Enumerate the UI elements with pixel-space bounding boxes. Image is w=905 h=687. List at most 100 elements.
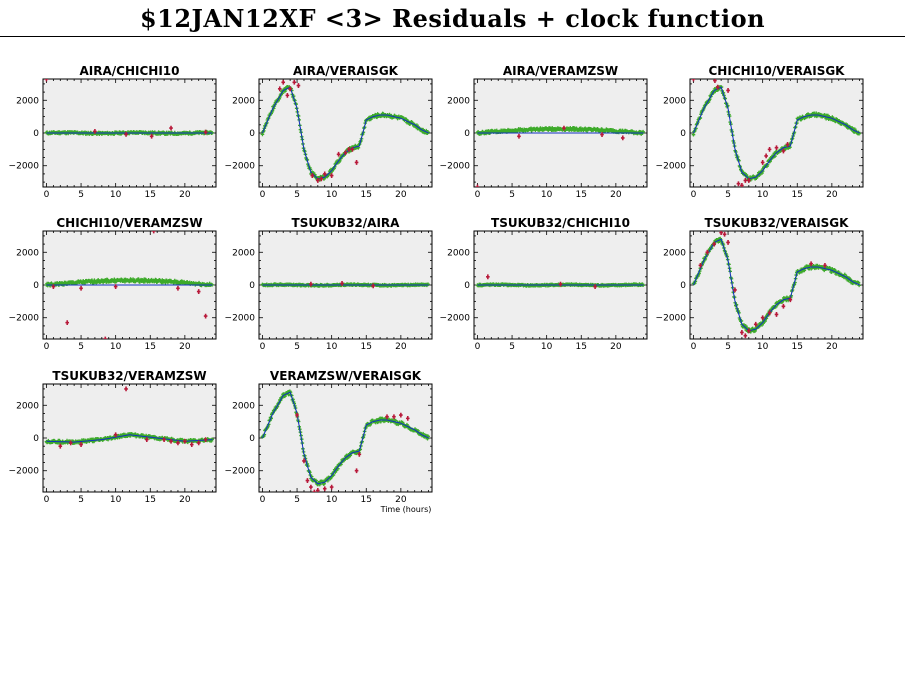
outlier-point [79, 442, 83, 447]
chart-title: TSUKUB32/AIRA [292, 216, 401, 230]
outlier-point [713, 79, 717, 84]
plot-frame [689, 78, 864, 188]
y-tick-label: 2000 [447, 248, 470, 258]
x-tick-label: 15 [145, 190, 156, 200]
chart-panel: AIRA/VERAISGK 0 5 10 15 20 −2000 0 2000 [225, 64, 433, 200]
x-tick-label: 15 [145, 342, 156, 352]
plot-frame [689, 230, 864, 340]
plot-area [260, 280, 430, 289]
y-tick-label: 2000 [663, 96, 686, 106]
outlier-point [405, 415, 410, 421]
outlier-point [162, 437, 166, 443]
x-tick-label: 10 [326, 190, 338, 200]
outlier-point [295, 412, 299, 418]
x-tick-label: 20 [179, 495, 191, 505]
y-tick-label: −2000 [656, 314, 687, 324]
outlier-point [277, 86, 282, 92]
outlier-point [296, 83, 301, 88]
x-tick-label: 0 [44, 190, 50, 200]
outlier-point [781, 303, 786, 309]
x-tick-label: 0 [44, 495, 50, 505]
y-tick-label: 2000 [16, 96, 39, 106]
residual-point [691, 132, 696, 137]
x-tick-label: 0 [260, 190, 266, 200]
outlier-point [747, 328, 751, 334]
outlier-point [203, 437, 208, 443]
outlier-point [399, 412, 403, 418]
x-tick-label: 5 [509, 342, 515, 352]
plot-frame [258, 78, 433, 188]
outlier-point [392, 414, 396, 420]
y-tick-label: −2000 [440, 314, 471, 324]
x-tick-label: 5 [78, 190, 84, 200]
residual-point [809, 267, 813, 271]
plot-area [44, 386, 214, 449]
plot-frame [258, 383, 433, 493]
outlier-point [316, 487, 320, 492]
x-tick-label: 0 [260, 342, 266, 352]
outlier-point [774, 145, 779, 151]
outlier-point [79, 285, 83, 291]
x-tick-label: 10 [541, 342, 553, 352]
outlier-point [705, 249, 710, 255]
chart-title: TSUKUB32/CHICHI10 [491, 216, 630, 230]
outlier-point [58, 443, 63, 449]
outlier-point [743, 178, 748, 183]
x-tick-label: 5 [294, 190, 300, 200]
outlier-point [322, 486, 327, 492]
x-tick-label: 5 [78, 495, 84, 505]
outlier-point [486, 274, 490, 280]
x-tick-label: 15 [361, 495, 372, 505]
x-tick-label: 0 [691, 190, 697, 200]
x-tick-label: 0 [691, 342, 697, 352]
outlier-point [309, 484, 313, 490]
outlier-point [93, 128, 97, 134]
x-tick-label: 15 [576, 190, 587, 200]
y-tick-label: −2000 [225, 467, 256, 477]
x-axis-label: Time (hours) [380, 505, 432, 514]
outlier-point [176, 285, 180, 291]
chart-panel: AIRA/CHICHI10 0 5 10 15 20 −2000 0 2000 [9, 64, 217, 200]
outlier-point [68, 440, 73, 446]
chart-panel: VERAMZSW/VERAISGK 0 5 10 15 20 −2000 0 2000 Time … [225, 369, 433, 514]
x-tick-label: 10 [110, 190, 122, 200]
y-tick-label: 2000 [447, 96, 470, 106]
y-tick-label: −2000 [225, 162, 256, 172]
y-tick-label: −2000 [9, 467, 40, 477]
outlier-point [357, 451, 362, 457]
outlier-point [44, 79, 49, 82]
chart-panel: TSUKUB32/CHICHI10 0 5 10 15 20 −2000 0 2000 [440, 216, 648, 352]
outlier-point [305, 478, 310, 483]
chart-title: TSUKUB32/VERAMZSW [52, 369, 206, 383]
outlier-point [371, 283, 375, 289]
outlier-point [712, 241, 717, 247]
plot-area [691, 79, 861, 187]
chart-title: TSUKUB32/VERAISGK [705, 216, 850, 230]
x-tick-label: 20 [179, 190, 191, 200]
y-tick-label: 0 [249, 281, 255, 291]
chart-panel: CHICHI10/VERAMZSW 0 5 10 15 20 −2000 0 2000 [9, 216, 217, 352]
outlier-point [823, 262, 827, 268]
x-tick-label: 20 [395, 190, 407, 200]
x-tick-label: 20 [395, 495, 407, 505]
outlier-point [736, 181, 741, 187]
plot-area [44, 231, 214, 339]
x-tick-label: 15 [792, 342, 803, 352]
outlier-point [196, 289, 201, 294]
outlier-point [517, 133, 521, 139]
y-tick-label: 2000 [663, 248, 686, 258]
x-tick-label: 5 [78, 342, 84, 352]
y-tick-label: −2000 [9, 162, 40, 172]
outlier-point [740, 330, 744, 335]
outlier-point [562, 125, 566, 131]
y-tick-label: −2000 [225, 314, 256, 324]
outlier-point [51, 284, 56, 290]
x-tick-label: 0 [475, 342, 481, 352]
outlier-point [809, 261, 813, 267]
outlier-point [196, 440, 201, 446]
outlier-point [715, 84, 720, 90]
outlier-point [475, 184, 480, 187]
x-tick-label: 20 [179, 342, 191, 352]
outlier-point [354, 468, 359, 474]
x-tick-label: 5 [725, 342, 731, 352]
